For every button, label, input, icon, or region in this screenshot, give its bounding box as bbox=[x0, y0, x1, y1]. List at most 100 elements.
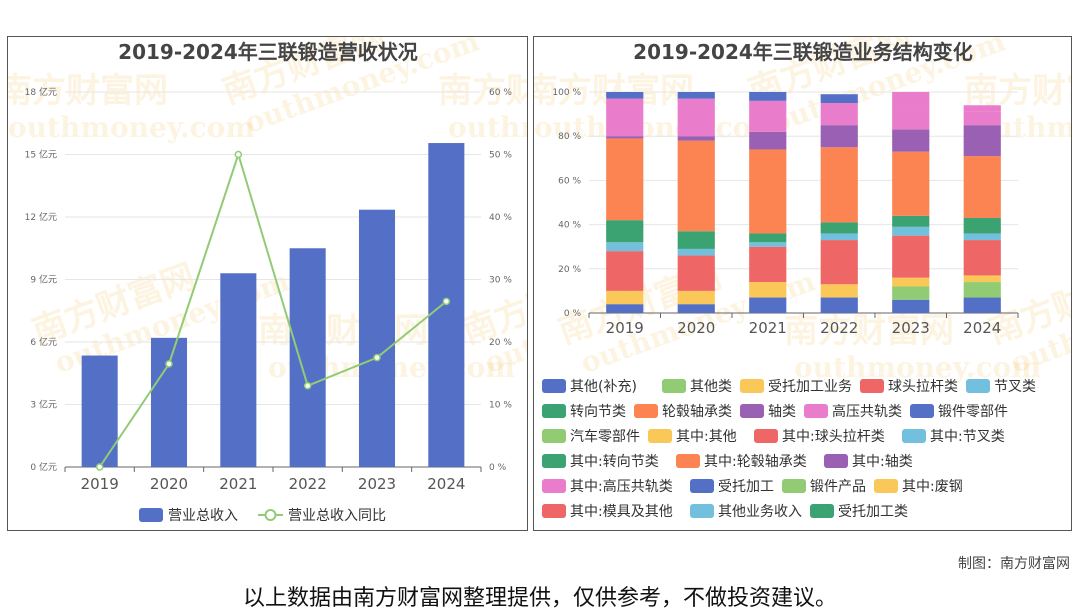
y-right-tick-label: 20 % bbox=[489, 338, 512, 348]
stack-segment-2024 bbox=[963, 105, 1001, 112]
legend-label: 其中:节叉类 bbox=[930, 429, 1005, 445]
x-tick-label: 2024 bbox=[427, 475, 465, 493]
point-yoy-2024 bbox=[442, 297, 451, 306]
legend-label: 受托加工类 bbox=[838, 504, 908, 520]
stack-segment-2019 bbox=[606, 290, 644, 305]
legend-swatch bbox=[740, 379, 764, 393]
legend-swatch bbox=[690, 504, 714, 518]
stack-segment-2023 bbox=[892, 226, 930, 236]
bar-revenue-2021 bbox=[220, 273, 257, 467]
stack-segment-2019 bbox=[606, 92, 644, 99]
stack-segment-2023 bbox=[892, 299, 930, 313]
y-left-tick-label: 18 亿元 bbox=[25, 86, 57, 98]
stack-segment-2020 bbox=[677, 304, 715, 313]
x-tick-label: 2020 bbox=[150, 475, 188, 493]
legend-swatch bbox=[902, 429, 926, 443]
bar-revenue-2022 bbox=[289, 248, 326, 467]
legend-swatch-yoy-marker bbox=[264, 509, 277, 521]
line-revenue-yoy bbox=[98, 151, 447, 468]
stack-segment-2020 bbox=[677, 290, 715, 305]
stack-segment-2019 bbox=[606, 251, 644, 291]
legend-label-yoy: 营业总收入同比 bbox=[288, 508, 386, 524]
legend-swatch bbox=[910, 404, 934, 418]
legend-swatch bbox=[648, 429, 672, 443]
stack-segment-2024 bbox=[963, 282, 1001, 298]
x-tick-label: 2020 bbox=[677, 319, 715, 337]
stack-segment-2021 bbox=[749, 246, 787, 283]
bar-revenue-2019 bbox=[81, 355, 118, 467]
y-left-tick-label: 6 亿元 bbox=[30, 336, 57, 348]
stack-segment-2020 bbox=[677, 92, 715, 99]
y-tick-label: 20 % bbox=[558, 265, 581, 275]
stack-segment-2020 bbox=[677, 255, 715, 291]
x-tick-label: 2023 bbox=[358, 475, 396, 493]
legend-swatch bbox=[542, 454, 566, 468]
stack-segment-2023 bbox=[892, 129, 930, 152]
stack-segment-2023 bbox=[892, 107, 930, 130]
legend-label-revenue: 营业总收入 bbox=[168, 508, 238, 524]
watermark-brand: 南方财富网 bbox=[964, 71, 1072, 111]
stack-segment-2020 bbox=[677, 231, 715, 249]
legend-label: 其中:模具及其他 bbox=[570, 504, 673, 520]
stack-segment-2020 bbox=[677, 136, 715, 141]
legend-label: 其中:球头拉杆类 bbox=[782, 429, 885, 445]
y-tick-label: 80 % bbox=[558, 132, 581, 142]
legend-swatch bbox=[860, 379, 884, 393]
watermark-brand: 南方财富网 bbox=[258, 311, 428, 351]
y-left-tick-label: 3 亿元 bbox=[30, 399, 57, 411]
x-tick-label: 2024 bbox=[963, 319, 1001, 337]
bar-revenue-2023 bbox=[358, 209, 396, 468]
legend-label: 汽车零部件 bbox=[570, 428, 640, 445]
stack-segment-2022 bbox=[820, 222, 858, 234]
stack-segment-2023 bbox=[892, 277, 930, 287]
legend-label: 其中:轴类 bbox=[852, 454, 913, 470]
stack-segment-2024 bbox=[963, 297, 1001, 313]
stack-segment-2021 bbox=[749, 92, 787, 101]
legend-swatch bbox=[542, 429, 566, 443]
legend-label: 其中:高压共轨类 bbox=[570, 478, 673, 495]
legend-label: 受托加工业务 bbox=[768, 379, 852, 395]
stack-segment-2024 bbox=[963, 233, 1001, 241]
legend-label: 其中:废钢 bbox=[902, 479, 963, 495]
stack-segment-2020 bbox=[677, 140, 715, 232]
legend-swatch bbox=[542, 379, 566, 393]
stack-segment-2021 bbox=[749, 233, 787, 243]
stack-segment-2019 bbox=[606, 138, 644, 221]
legend-label: 球头拉杆类 bbox=[888, 379, 958, 395]
y-right-tick-label: 0 % bbox=[489, 463, 507, 473]
stack-segment-2022 bbox=[820, 297, 858, 313]
legend-swatch bbox=[966, 379, 990, 393]
y-tick-label: 0 % bbox=[564, 309, 582, 319]
stack-segment-2022 bbox=[820, 147, 858, 223]
legend-swatch-revenue bbox=[139, 508, 163, 522]
legend: 其他(补充) 其他类 受托加工业务 球头拉杆类 节叉类转向节类 轮毂轴承类 轴类 高压共轨类锻… bbox=[542, 379, 1036, 520]
stack-segment-2021 bbox=[749, 100, 787, 132]
legend-swatch bbox=[740, 404, 764, 418]
chart-credit: 制图：南方财富网 bbox=[958, 556, 1070, 572]
revenue-chart-panel: 南方财富网outhmoney.com南方财富网outhmoney.com南方财富… bbox=[7, 36, 528, 531]
chart-title: 2019-2024年三联锻造营收状况 bbox=[118, 40, 418, 64]
legend-swatch bbox=[874, 479, 898, 493]
x-tick-label: 2022 bbox=[820, 319, 858, 337]
stack-segment-2019 bbox=[606, 220, 644, 243]
watermark-brand: 南方财富网 bbox=[8, 71, 168, 111]
legend-swatch bbox=[662, 379, 686, 393]
stack-segment-2023 bbox=[892, 235, 930, 278]
stack-segment-2023 bbox=[892, 151, 930, 216]
stack-segment-2021 bbox=[749, 131, 787, 150]
stack-segment-2024 bbox=[963, 111, 1001, 126]
legend-label: 其他(补充) bbox=[570, 379, 637, 395]
legend-label: 受托加工 bbox=[718, 479, 774, 495]
chart-title: 2019-2024年三联锻造业务结构变化 bbox=[633, 40, 973, 64]
y-tick-label: 100 % bbox=[552, 88, 581, 98]
stack-segment-2022 bbox=[820, 103, 858, 126]
legend-label: 其他业务收入 bbox=[718, 504, 802, 520]
stack-segment-2021 bbox=[749, 297, 787, 313]
y-right-tick-label: 40 % bbox=[489, 213, 512, 223]
point-yoy-2023 bbox=[373, 353, 381, 362]
x-tick-label: 2019 bbox=[606, 319, 644, 337]
y-left-tick-label: 0 亿元 bbox=[30, 461, 57, 473]
legend-label: 其中:轮毂轴承类 bbox=[704, 454, 807, 470]
bar-revenue-2020 bbox=[150, 337, 188, 467]
legend-label: 锻件零部件 bbox=[938, 404, 1008, 420]
